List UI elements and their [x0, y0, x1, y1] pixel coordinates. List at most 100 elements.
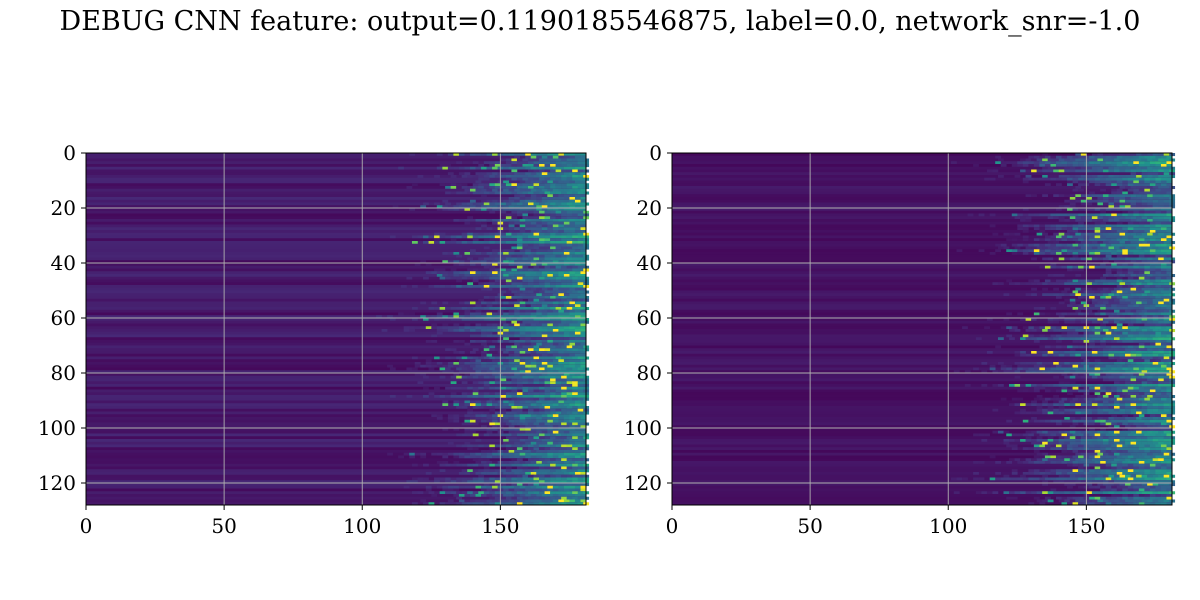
heatmap-cell: [1047, 241, 1054, 245]
heatmap-cell: [580, 400, 587, 404]
heatmap-cell: [516, 378, 523, 382]
heatmap-cell: [577, 463, 584, 467]
heatmap-cell: [1155, 252, 1162, 256]
heatmap-cell: [516, 502, 523, 506]
heatmap-cell: [1147, 309, 1153, 313]
heatmap-cell: [536, 340, 543, 344]
heatmap-cell: [577, 397, 584, 401]
heatmap-cell: [508, 461, 515, 465]
heatmap-cell: [483, 375, 490, 379]
heatmap-cell: [558, 323, 565, 327]
heatmap-cell: [1058, 216, 1065, 220]
heatmap-cell: [555, 477, 562, 481]
heatmap-cell: [1097, 241, 1104, 245]
heatmap-cell: [519, 439, 526, 443]
heatmap-cell: [1064, 370, 1071, 374]
heatmap-cell: [1108, 194, 1115, 198]
heatmap-cell: [572, 469, 579, 473]
heatmap-cell: [1166, 230, 1173, 234]
heatmap-cell: [1094, 367, 1101, 371]
heatmap-cell: [536, 400, 543, 404]
heatmap-cell: [572, 298, 579, 302]
heatmap-cell: [1138, 304, 1145, 308]
heatmap-cell: [445, 285, 451, 289]
heatmap-cell: [1097, 197, 1104, 201]
heatmap-cell: [550, 175, 556, 179]
heatmap-cell: [1133, 364, 1140, 368]
heatmap-cell: [431, 414, 438, 418]
heatmap-cell: [1133, 177, 1140, 181]
heatmap-cell: [469, 370, 476, 374]
heatmap-cell: [467, 392, 474, 396]
heatmap-cell: [1160, 279, 1167, 283]
heatmap-row-band: [86, 169, 586, 173]
heatmap-row-band: [86, 243, 586, 247]
heatmap-cell: [500, 232, 507, 236]
heatmap-cell: [453, 166, 460, 170]
heatmap-cell: [494, 254, 501, 258]
heatmap-cell: [569, 188, 576, 192]
heatmap-cell: [1122, 238, 1129, 242]
heatmap-cell: [569, 323, 576, 327]
heatmap-cell: [1075, 199, 1082, 203]
heatmap-cell: [458, 274, 465, 278]
heatmap-cell: [574, 362, 581, 366]
heatmap-row-band: [672, 241, 1172, 245]
heatmap-cell: [481, 414, 487, 418]
heatmap-cell: [511, 186, 518, 190]
heatmap-cell: [530, 230, 537, 234]
heatmap-cell: [1089, 208, 1095, 212]
heatmap-cell: [566, 241, 573, 245]
heatmap-cell: [1067, 252, 1073, 256]
heatmap-cell: [1133, 238, 1140, 242]
heatmap-cell: [1075, 219, 1082, 223]
heatmap-cell: [997, 362, 1004, 366]
heatmap-cell: [1025, 219, 1032, 223]
heatmap-cell: [516, 483, 523, 487]
heatmap-cell: [1105, 254, 1112, 258]
heatmap-cell: [514, 441, 521, 445]
heatmap-cell: [574, 312, 581, 316]
heatmap-cell: [469, 359, 476, 363]
heatmap-cell: [464, 373, 471, 377]
heatmap-cell: [1113, 169, 1120, 173]
heatmap-cell: [500, 411, 507, 415]
heatmap-cell: [409, 312, 416, 316]
heatmap-cell: [1152, 197, 1159, 201]
heatmap-cell: [450, 392, 457, 396]
heatmap-cell: [505, 232, 512, 236]
heatmap-cell: [478, 268, 485, 272]
heatmap-cell: [1149, 279, 1156, 283]
heatmap-cell: [552, 304, 559, 308]
heatmap-cell: [508, 414, 515, 418]
heatmap-cell: [574, 455, 581, 459]
heatmap-cell: [544, 444, 551, 448]
heatmap-cell: [1127, 359, 1134, 363]
heatmap-cell: [536, 166, 543, 170]
heatmap-cell: [558, 461, 565, 465]
heatmap-cell: [503, 208, 509, 212]
heatmap-row-band: [86, 219, 586, 223]
heatmap-cell: [1003, 246, 1010, 250]
heatmap-cell: [550, 298, 556, 302]
heatmap-cell: [1050, 312, 1057, 316]
heatmap-cell: [1147, 375, 1153, 379]
heatmap-cell: [1160, 326, 1167, 330]
heatmap-cell: [1133, 268, 1140, 272]
heatmap-cell: [1163, 202, 1170, 206]
heatmap-cell: [544, 406, 551, 410]
heatmap-cell: [550, 169, 556, 173]
heatmap-cell: [558, 485, 565, 489]
heatmap-cell: [574, 425, 581, 429]
heatmap-cell: [442, 329, 449, 333]
heatmap-cell: [1102, 351, 1109, 355]
heatmap-cell: [1086, 353, 1093, 357]
heatmap-cell: [461, 241, 468, 245]
heatmap-cell: [447, 274, 454, 278]
heatmap-cell: [458, 362, 465, 366]
heatmap-cell: [525, 452, 532, 456]
heatmap-cell: [475, 301, 482, 305]
heatmap-cell: [492, 199, 498, 203]
heatmap-cell: [1036, 158, 1043, 162]
heatmap-cell: [428, 392, 435, 396]
